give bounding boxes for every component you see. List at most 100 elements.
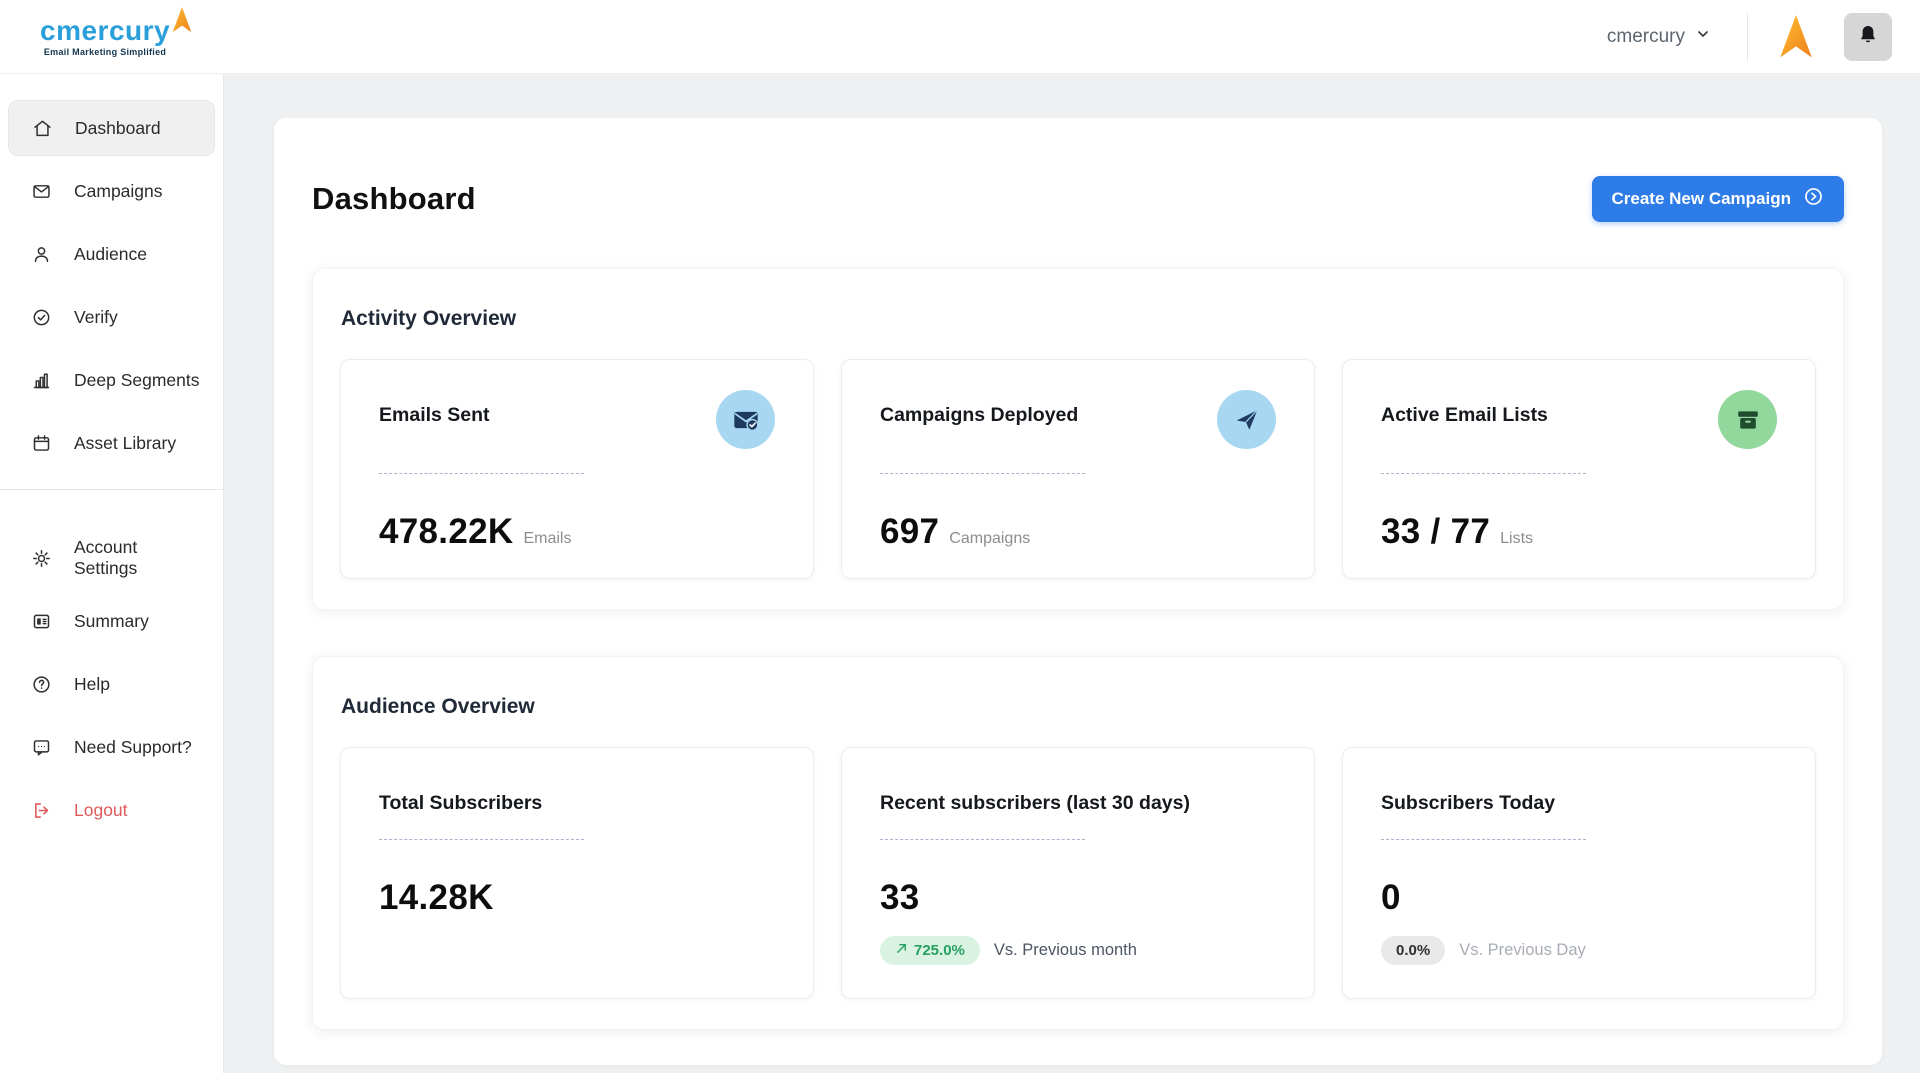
sidebar-item-help[interactable]: Help — [8, 656, 215, 712]
help-icon — [30, 673, 52, 695]
stat-value: 33 / 77 — [1381, 512, 1491, 551]
person-icon — [30, 243, 52, 265]
stat-unit: Campaigns — [949, 530, 1031, 547]
bar-chart-icon — [30, 369, 52, 391]
audience-overview-section: Audience Overview Total Subscribers 14.2… — [312, 656, 1844, 1030]
create-new-campaign-button[interactable]: Create New Campaign — [1591, 176, 1844, 222]
gear-icon — [30, 547, 52, 569]
summary-card-icon — [30, 610, 52, 632]
stat-title: Active Email Lists — [1381, 404, 1548, 426]
sidebar-item-summary[interactable]: Summary — [8, 593, 215, 649]
sidebar-item-label: Asset Library — [74, 432, 177, 453]
sidebar-item-label: Summary — [74, 610, 149, 631]
home-icon — [31, 117, 53, 139]
calendar-icon — [30, 432, 52, 454]
notifications-button[interactable] — [1844, 12, 1892, 61]
bell-icon — [1856, 23, 1880, 50]
sidebar-item-asset-library[interactable]: Asset Library — [8, 415, 215, 471]
sidebar-item-label: Deep Segments — [74, 369, 200, 390]
dashed-divider — [379, 839, 584, 840]
sidebar-item-label: Dashboard — [75, 117, 161, 138]
dashed-divider — [379, 473, 584, 474]
trend-badge-value: 725.0% — [914, 942, 965, 959]
brand-arrow-icon — [170, 6, 194, 38]
stat-title: Subscribers Today — [1381, 792, 1556, 814]
compare-label: Vs. Previous Day — [1459, 941, 1586, 959]
sidebar: Dashboard Campaigns Audience — [0, 74, 224, 1073]
dashed-divider — [1381, 839, 1586, 840]
email-check-icon — [716, 390, 775, 449]
page-header: Dashboard Create New Campaign — [312, 118, 1844, 222]
support-chat-icon — [30, 736, 52, 758]
stat-title: Campaigns Deployed — [880, 404, 1079, 426]
stat-value: 14.28K — [379, 878, 494, 917]
stat-title: Total Subscribers — [379, 792, 543, 814]
activity-overview-title: Activity Overview — [341, 307, 517, 330]
stat-card-total-subscribers: Total Subscribers 14.28K — [340, 747, 814, 999]
topbar: cmercury Email Marketing Simplified cmer… — [0, 0, 1920, 74]
sidebar-item-account-settings[interactable]: Account Settings — [8, 530, 215, 586]
stat-unit: Lists — [1500, 530, 1534, 547]
stat-title: Recent subscribers (last 30 days) — [880, 792, 1190, 814]
stat-title: Emails Sent — [379, 404, 490, 426]
sidebar-item-label: Campaigns — [74, 180, 163, 201]
dashed-divider — [1381, 473, 1586, 474]
stat-value: 33 — [880, 878, 920, 917]
account-name: cmercury — [1606, 25, 1685, 47]
body-row: Dashboard Campaigns Audience — [0, 74, 1920, 1073]
arrow-circle-icon — [1803, 186, 1824, 212]
compare-label: Vs. Previous month — [993, 941, 1137, 959]
topbar-right: cmercury — [1593, 12, 1892, 61]
stat-value: 697 — [880, 512, 940, 551]
sidebar-item-deep-segments[interactable]: Deep Segments — [8, 352, 215, 408]
sidebar-item-label: Logout — [74, 799, 128, 820]
sidebar-item-label: Account Settings — [74, 537, 138, 578]
check-circle-icon — [30, 306, 52, 328]
email-list-icon — [1718, 390, 1777, 449]
activity-stat-row: Emails Sent — [340, 359, 1816, 579]
brand-mark-icon — [1770, 14, 1822, 59]
brand-logo[interactable]: cmercury Email Marketing Simplified — [40, 6, 196, 57]
sidebar-item-label: Help — [74, 673, 110, 694]
topbar-divider — [1747, 12, 1748, 61]
dashed-divider — [880, 839, 1085, 840]
stat-card-recent-subscribers: Recent subscribers (last 30 days) 33 — [841, 747, 1315, 999]
page-title: Dashboard — [312, 181, 476, 216]
sidebar-item-dashboard[interactable]: Dashboard — [8, 100, 215, 156]
stat-card-emails-sent: Emails Sent — [340, 359, 814, 579]
activity-overview-section: Activity Overview Emails Sent — [312, 268, 1844, 610]
envelope-icon — [30, 180, 52, 202]
sidebar-item-verify[interactable]: Verify — [8, 289, 215, 345]
sidebar-item-logout[interactable]: Logout — [8, 782, 215, 838]
create-new-campaign-label: Create New Campaign — [1611, 189, 1792, 208]
stat-card-subscribers-today: Subscribers Today 0 0.0% Vs. Previous Da… — [1342, 747, 1816, 999]
stat-value: 478.22K — [379, 512, 514, 551]
trend-badge: 725.0% — [880, 936, 980, 965]
sidebar-item-label: Need Support? — [74, 736, 192, 757]
brand-tagline: Email Marketing Simplified — [43, 46, 167, 57]
dashed-divider — [880, 473, 1085, 474]
account-dropdown[interactable]: cmercury — [1593, 16, 1725, 58]
stat-card-campaigns-deployed: Campaigns Deployed 697 — [841, 359, 1315, 579]
brand-name: cmercury — [40, 14, 171, 46]
page-card: Dashboard Create New Campaign Activity O… — [274, 118, 1882, 1065]
stat-value: 0 — [1381, 878, 1401, 917]
chevron-down-icon — [1695, 26, 1711, 47]
audience-stat-row: Total Subscribers 14.28K Recent subscrib… — [340, 747, 1816, 999]
sidebar-item-label: Audience — [74, 243, 147, 264]
trend-badge-value: 0.0% — [1396, 942, 1431, 959]
paper-plane-icon — [1217, 390, 1276, 449]
trend-up-icon — [895, 942, 908, 959]
sidebar-item-need-support[interactable]: Need Support? — [8, 719, 215, 775]
stat-card-active-email-lists: Active Email Lists — [1342, 359, 1816, 579]
trend-badge: 0.0% — [1381, 936, 1446, 965]
logout-icon — [30, 799, 52, 821]
stat-unit: Emails — [523, 530, 572, 547]
sidebar-item-campaigns[interactable]: Campaigns — [8, 163, 215, 219]
sidebar-divider — [0, 489, 223, 490]
main-content: Dashboard Create New Campaign Activity O… — [224, 74, 1920, 1073]
sidebar-item-audience[interactable]: Audience — [8, 226, 215, 282]
audience-overview-title: Audience Overview — [341, 695, 535, 718]
sidebar-item-label: Verify — [74, 306, 118, 327]
